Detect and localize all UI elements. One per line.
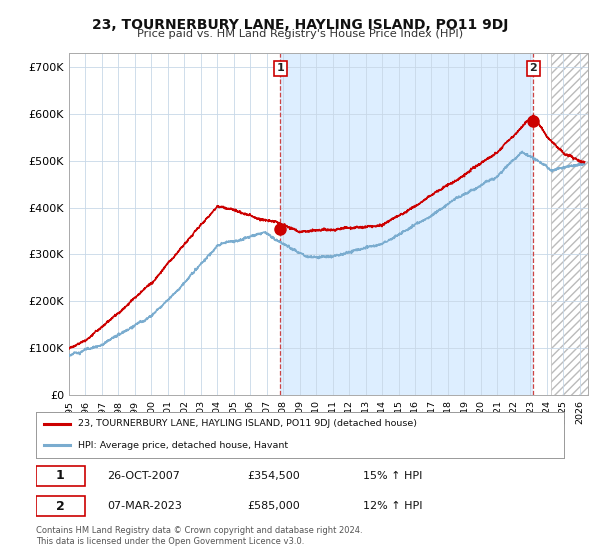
Text: Price paid vs. HM Land Registry's House Price Index (HPI): Price paid vs. HM Land Registry's House … bbox=[137, 29, 463, 39]
Text: 12% ↑ HPI: 12% ↑ HPI bbox=[364, 501, 423, 511]
Text: 1: 1 bbox=[56, 469, 65, 483]
FancyBboxPatch shape bbox=[36, 496, 85, 516]
Text: 1: 1 bbox=[277, 63, 284, 73]
Text: £354,500: £354,500 bbox=[247, 471, 300, 481]
Text: £585,000: £585,000 bbox=[247, 501, 300, 511]
Text: Contains HM Land Registry data © Crown copyright and database right 2024.
This d: Contains HM Land Registry data © Crown c… bbox=[36, 526, 362, 546]
Bar bbox=[551, 53, 588, 395]
FancyBboxPatch shape bbox=[36, 466, 85, 486]
Text: HPI: Average price, detached house, Havant: HPI: Average price, detached house, Hava… bbox=[78, 441, 289, 450]
Text: 2: 2 bbox=[56, 500, 65, 513]
Text: 07-MAR-2023: 07-MAR-2023 bbox=[107, 501, 182, 511]
Bar bbox=[551, 53, 588, 395]
Text: 23, TOURNERBURY LANE, HAYLING ISLAND, PO11 9DJ: 23, TOURNERBURY LANE, HAYLING ISLAND, PO… bbox=[92, 18, 508, 32]
Text: 26-OCT-2007: 26-OCT-2007 bbox=[107, 471, 180, 481]
Bar bbox=[280, 53, 533, 395]
Text: 2: 2 bbox=[529, 63, 537, 73]
Text: 15% ↑ HPI: 15% ↑ HPI bbox=[364, 471, 423, 481]
Text: 23, TOURNERBURY LANE, HAYLING ISLAND, PO11 9DJ (detached house): 23, TOURNERBURY LANE, HAYLING ISLAND, PO… bbox=[78, 419, 417, 428]
